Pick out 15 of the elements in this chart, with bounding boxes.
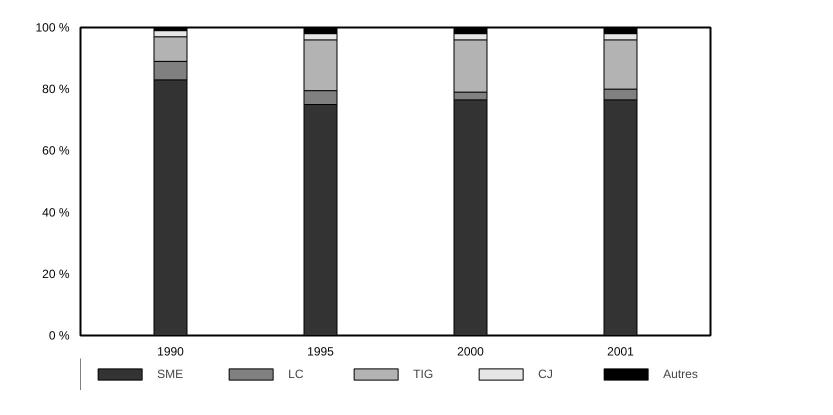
- x-tick-label: 1990: [157, 344, 184, 358]
- y-tick-label: 20 %: [42, 266, 70, 281]
- legend-label: Autres: [663, 367, 698, 381]
- x-tick-label: 2000: [457, 344, 484, 358]
- legend-label: LC: [288, 367, 304, 381]
- y-tick-label: 80 %: [42, 82, 70, 96]
- legend-label: TIG: [413, 367, 434, 381]
- y-tick-label: 0 %: [48, 328, 70, 342]
- y-tick-label: 100 %: [35, 20, 70, 34]
- x-tick-label: 2001: [607, 344, 634, 358]
- legend-label: CJ: [538, 367, 554, 381]
- y-tick-label: 60 %: [42, 144, 70, 158]
- legend-label: SME: [157, 367, 184, 381]
- x-tick-label: 1995: [307, 344, 334, 358]
- y-tick-label: 40 %: [42, 205, 70, 220]
